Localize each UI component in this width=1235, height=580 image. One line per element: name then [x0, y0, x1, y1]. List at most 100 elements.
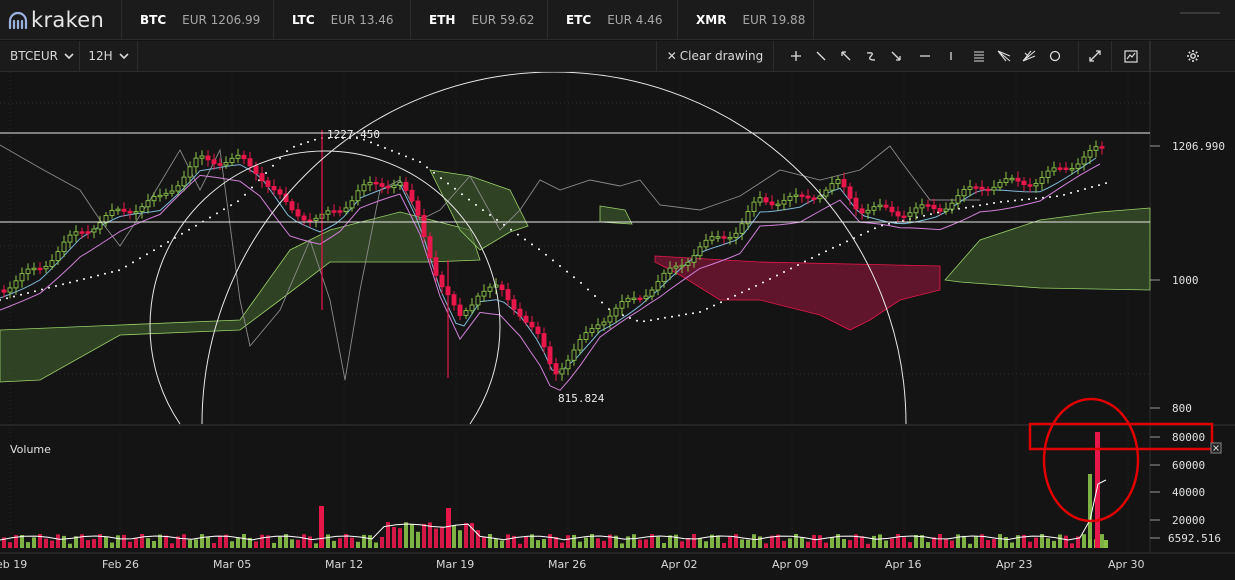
- volume-bar: [704, 541, 708, 548]
- volume-bar: [152, 541, 156, 548]
- trend-line-icon[interactable]: [808, 41, 833, 71]
- volume-bar: [800, 537, 804, 548]
- sar-dot: [363, 138, 365, 141]
- candle-up: [1051, 167, 1057, 172]
- volume-bar: [416, 531, 420, 548]
- ticker-xmr[interactable]: XMR EUR 19.88: [678, 0, 814, 40]
- ticker-ltc[interactable]: LTC EUR 13.46: [274, 0, 411, 40]
- collapse-handle[interactable]: [1180, 12, 1220, 14]
- volume-bar: [224, 534, 228, 548]
- candle-up: [151, 196, 157, 202]
- sar-dot: [734, 294, 736, 297]
- volume-bar: [752, 534, 756, 548]
- pair-select[interactable]: BTCEUR: [0, 41, 80, 71]
- volume-bar: [326, 534, 330, 548]
- sar-dot: [6, 297, 8, 300]
- volume-bar: [878, 534, 882, 548]
- candle-down: [499, 284, 505, 291]
- kraken-logo-icon: [8, 11, 28, 30]
- sar-dot: [454, 187, 456, 190]
- clear-drawing-button[interactable]: ✕ Clear drawing: [656, 41, 774, 71]
- volume-bar: [32, 537, 36, 548]
- sar-dot: [90, 276, 92, 279]
- volume-bar: [650, 534, 654, 548]
- ticker-btc[interactable]: BTC EUR 1206.99: [122, 0, 274, 40]
- volume-bar: [1076, 536, 1080, 548]
- candle-up: [355, 190, 361, 202]
- price-chart[interactable]: 1227.450 815.824 1206.990 1000 800 Volum…: [0, 72, 1235, 580]
- vertical-line-icon[interactable]: [938, 41, 963, 71]
- candle-up: [835, 178, 841, 185]
- chevron-down-icon: [64, 53, 74, 60]
- sar-dot: [461, 193, 463, 196]
- candle-up: [139, 206, 145, 212]
- candle-up: [229, 157, 235, 164]
- candle-down: [301, 215, 307, 221]
- circle-icon[interactable]: [1042, 41, 1067, 71]
- sar-dot: [993, 202, 995, 204]
- candle-up: [133, 211, 139, 214]
- price-axis-label: 1206.990: [1172, 140, 1225, 153]
- volume-bar: [110, 542, 114, 548]
- candle-down: [505, 289, 511, 301]
- sar-dot: [328, 137, 330, 139]
- sar-dot: [419, 161, 421, 163]
- fan-icon[interactable]: [991, 41, 1016, 71]
- time-axis-label: Apr 30: [1108, 558, 1145, 571]
- candle-down: [277, 189, 283, 195]
- candle-up: [469, 304, 475, 312]
- ticker-eth[interactable]: ETH EUR 59.62: [411, 0, 548, 40]
- ticker-etc[interactable]: ETC EUR 4.46: [548, 0, 678, 40]
- horizontal-line-icon[interactable]: [912, 41, 937, 71]
- indicator-lines: [0, 137, 1107, 391]
- sar-dot: [811, 257, 813, 259]
- volume-bar: [1104, 540, 1108, 548]
- sar-dot: [531, 243, 533, 246]
- volume-bar: [482, 537, 486, 548]
- kraken-logo[interactable]: kraken: [0, 0, 122, 40]
- sar-dot: [923, 214, 925, 217]
- candle-up: [325, 210, 331, 215]
- sar-dot: [559, 265, 561, 267]
- sar-dot: [76, 279, 78, 282]
- curve-icon[interactable]: [858, 41, 883, 71]
- volume-bar: [944, 538, 948, 548]
- volume-bar: [914, 535, 918, 548]
- sar-dot: [503, 223, 505, 226]
- interval-select[interactable]: 12H: [80, 41, 138, 71]
- volume-bar: [158, 534, 162, 548]
- fib-fan-icon[interactable]: [1016, 41, 1041, 71]
- candle-down: [931, 204, 937, 210]
- volume-bar: [992, 539, 996, 548]
- volume-bar: [890, 538, 894, 548]
- chart-type-button[interactable]: [1112, 41, 1150, 71]
- arrow-icon[interactable]: [833, 41, 858, 71]
- candle-up: [169, 190, 175, 194]
- sar-dot: [244, 193, 246, 196]
- volume-bar: [902, 537, 906, 548]
- price-axis-label: 800: [1172, 402, 1192, 415]
- sar-dot: [636, 319, 638, 322]
- candle-up: [733, 232, 739, 238]
- candle-up: [967, 186, 973, 190]
- fullscreen-button[interactable]: [1078, 41, 1112, 71]
- candle-down: [211, 159, 217, 165]
- candle-up: [607, 315, 613, 323]
- arrow-down-icon[interactable]: [883, 41, 908, 71]
- volume-bar: [764, 543, 768, 548]
- volume-bar: [608, 534, 612, 548]
- candle-up: [1003, 178, 1009, 183]
- settings-button[interactable]: [1150, 41, 1235, 71]
- ticker-currency: EUR: [182, 13, 207, 27]
- volume-bar: [380, 537, 384, 548]
- sar-dot: [139, 257, 141, 260]
- volume-bar: [548, 534, 552, 548]
- parallel-lines-icon[interactable]: [966, 41, 991, 71]
- volume-bar: [362, 534, 366, 548]
- plus-icon[interactable]: [783, 41, 808, 71]
- volume-bar: [218, 535, 222, 548]
- sar-dot: [335, 137, 337, 139]
- sar-dot: [475, 203, 477, 206]
- volume-bar: [26, 542, 30, 548]
- sar-dot: [1000, 200, 1002, 203]
